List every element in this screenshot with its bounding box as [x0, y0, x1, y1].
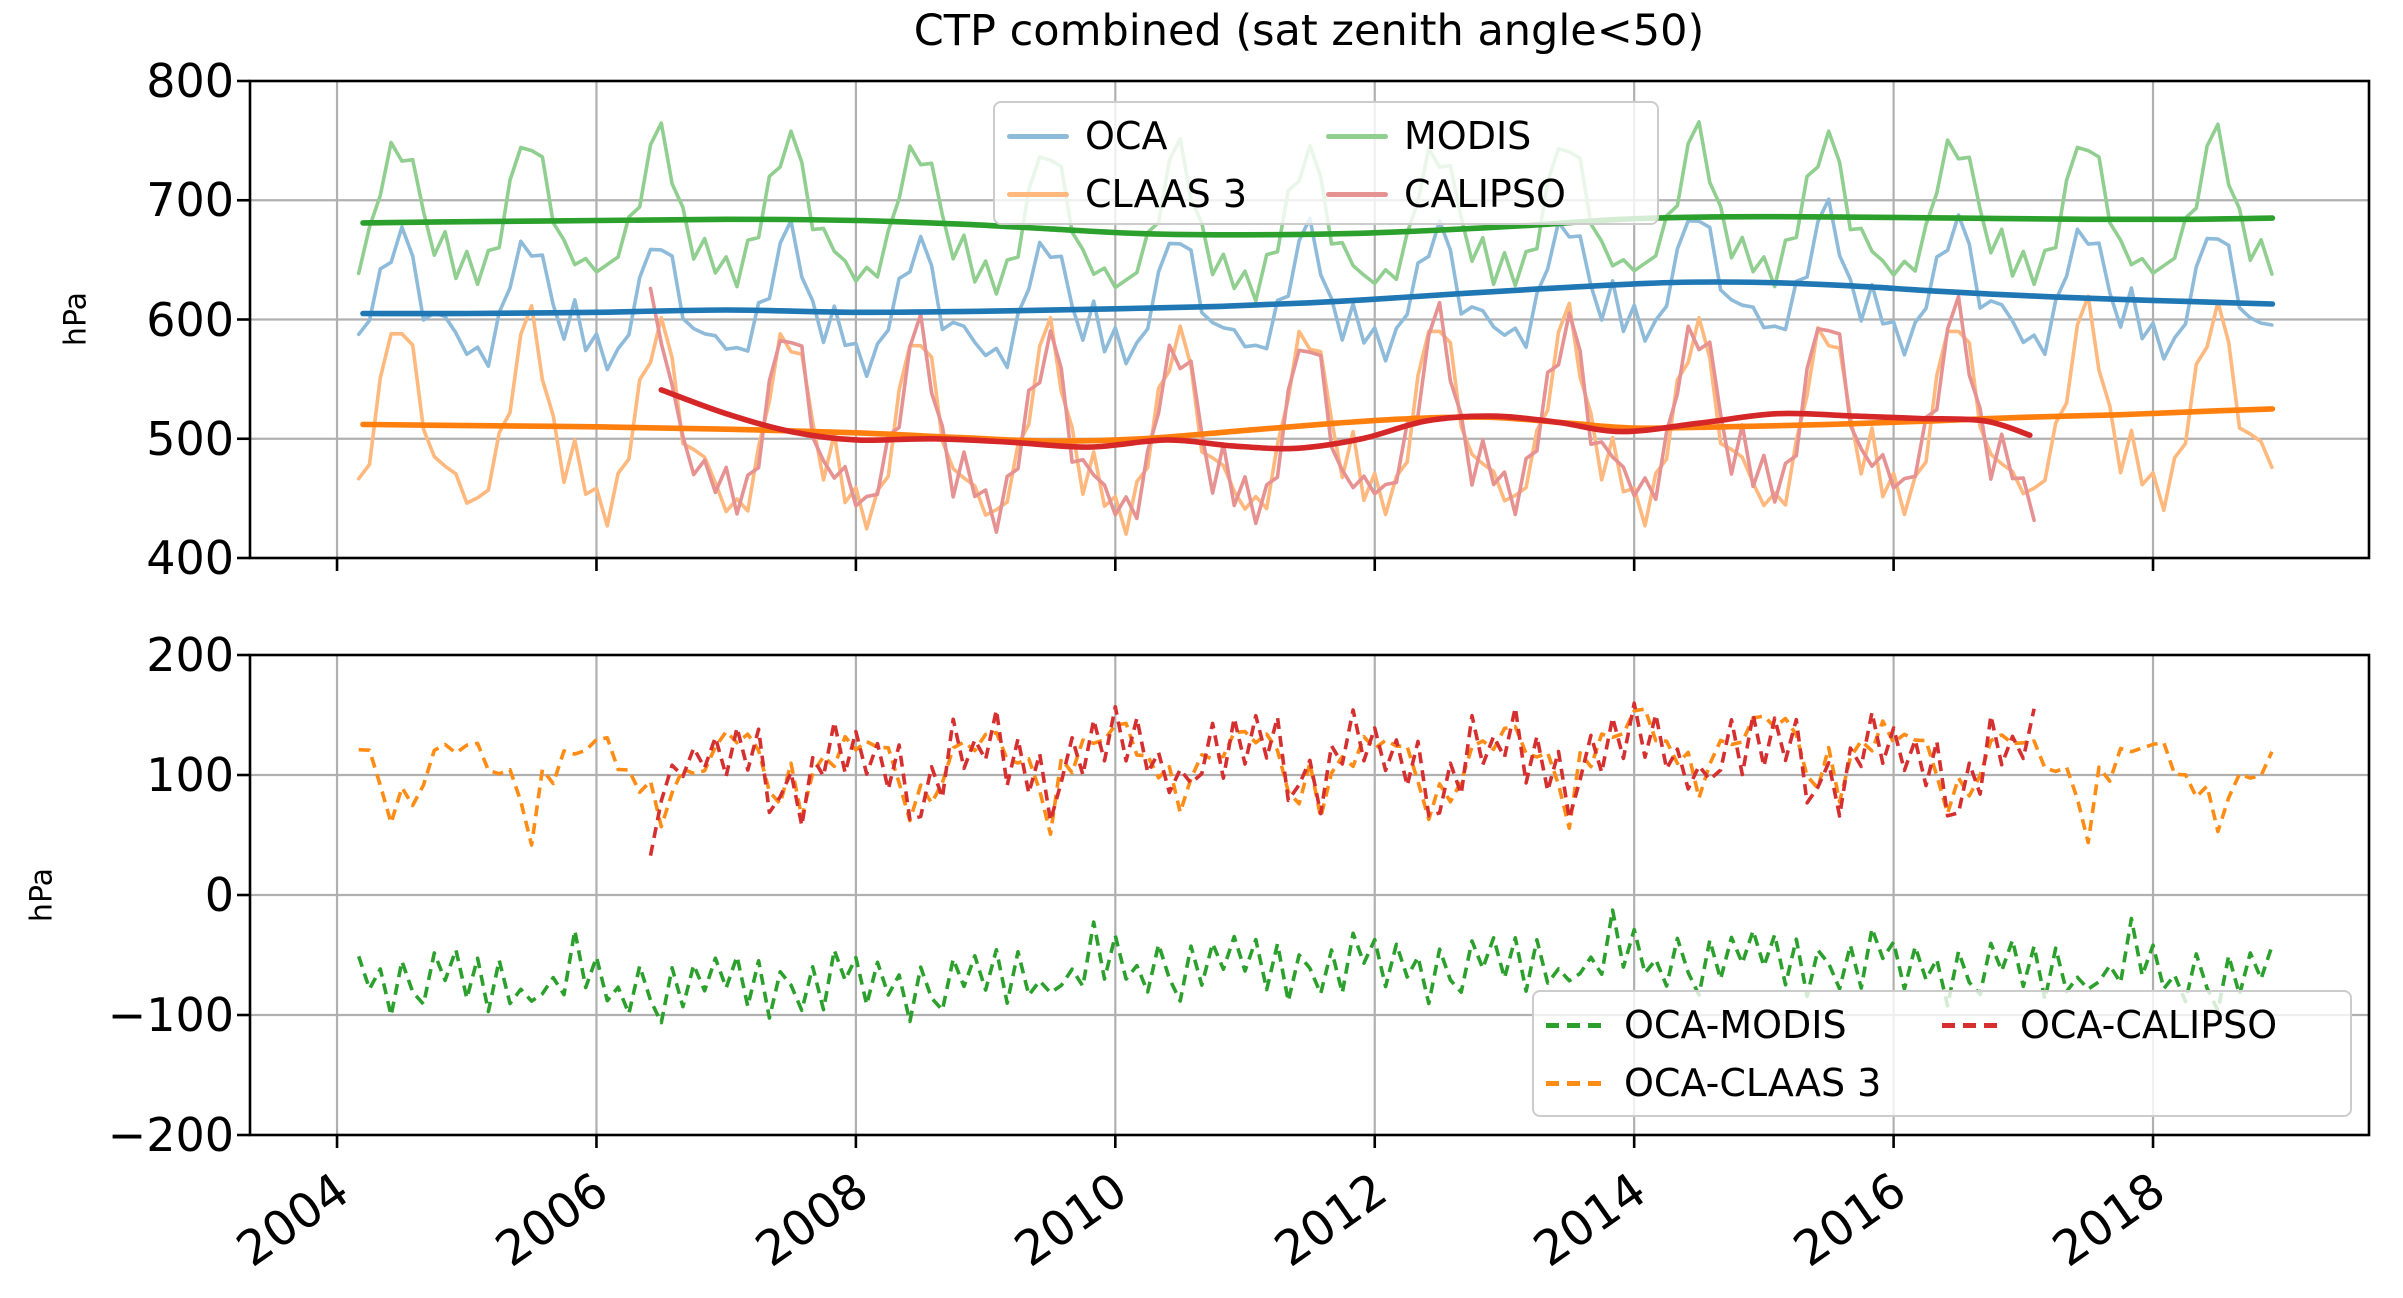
- chart-title: CTP combined (sat zenith angle<50): [913, 6, 1705, 56]
- modis-trend-line: [360, 213, 2276, 238]
- oca-trend-line: [360, 279, 2276, 317]
- legend-label: MODIS: [1404, 114, 1532, 158]
- legend-entry-oca-calipso: OCA-CALIPSO: [1942, 996, 2338, 1054]
- axes-bottom: [250, 655, 2369, 1135]
- bottom-series: [356, 701, 2274, 1025]
- legend-entry-oca: OCA: [1007, 107, 1326, 165]
- legend-label: OCA-CALIPSO: [2020, 1003, 2278, 1047]
- legend-label: OCA: [1085, 114, 1168, 158]
- top-ytick-700: 700: [146, 173, 234, 228]
- legend-line-sample: [1326, 191, 1388, 197]
- oca-claas3-diff-line: [358, 707, 2274, 847]
- legend-label: CLAAS 3: [1085, 172, 1248, 216]
- top-y-axis-label: hPa: [58, 291, 94, 347]
- bottom-ytick-−200: −200: [107, 1108, 234, 1162]
- ticks-bottom: [237, 653, 2155, 1148]
- legend-entry-oca-claas3: OCA-CLAAS 3: [1546, 1054, 1942, 1112]
- legend-entry-empty: [1942, 1054, 2338, 1112]
- bottom-ytick-0: 0: [204, 868, 234, 922]
- legend-label: OCA-MODIS: [1624, 1003, 1847, 1047]
- claas3-monthly-line: [356, 294, 2274, 536]
- legend-entry-calipso: CALIPSO: [1326, 165, 1645, 223]
- legend-entry-modis: MODIS: [1326, 107, 1645, 165]
- oca-modis-diff-line: [356, 908, 2274, 1025]
- legend-line-sample: [1546, 1080, 1608, 1086]
- legend-line-sample: [1007, 133, 1069, 139]
- bottom-ytick-100: 100: [146, 748, 234, 802]
- top-ytick-800: 800: [146, 54, 234, 108]
- top-ytick-600: 600: [146, 292, 234, 347]
- top-ytick-400: 400: [146, 531, 234, 585]
- legend-entry-claas3: CLAAS 3: [1007, 165, 1326, 223]
- bottom-y-axis-label: hPa: [24, 867, 60, 923]
- legend-label: CALIPSO: [1404, 172, 1566, 216]
- legend-line-sample: [1326, 133, 1388, 139]
- legend-label: OCA-CLAAS 3: [1624, 1061, 1882, 1105]
- ticks-top: [237, 79, 2155, 571]
- legend-bottom: OCA-MODIS OCA-CALIPSO OCA-CLAAS 3: [1532, 990, 2352, 1117]
- legend-top: OCA MODIS CLAAS 3 CALIPSO: [993, 101, 1659, 225]
- calipso-trend-line: [658, 387, 2033, 452]
- bottom-ytick-200: 200: [146, 628, 234, 682]
- legend-entry-oca-modis: OCA-MODIS: [1546, 996, 1942, 1054]
- legend-line-sample: [1546, 1022, 1608, 1028]
- legend-line-sample: [1942, 1022, 2004, 1028]
- oca-monthly-line: [356, 197, 2274, 379]
- bottom-ytick-−100: −100: [107, 988, 234, 1042]
- calipso-monthly-line: [648, 286, 2036, 535]
- oca-calipso-diff-line: [648, 701, 2036, 856]
- top-ytick-500: 500: [146, 411, 234, 466]
- gridlines-bottom: [250, 655, 2369, 1135]
- legend-line-sample: [1007, 191, 1069, 197]
